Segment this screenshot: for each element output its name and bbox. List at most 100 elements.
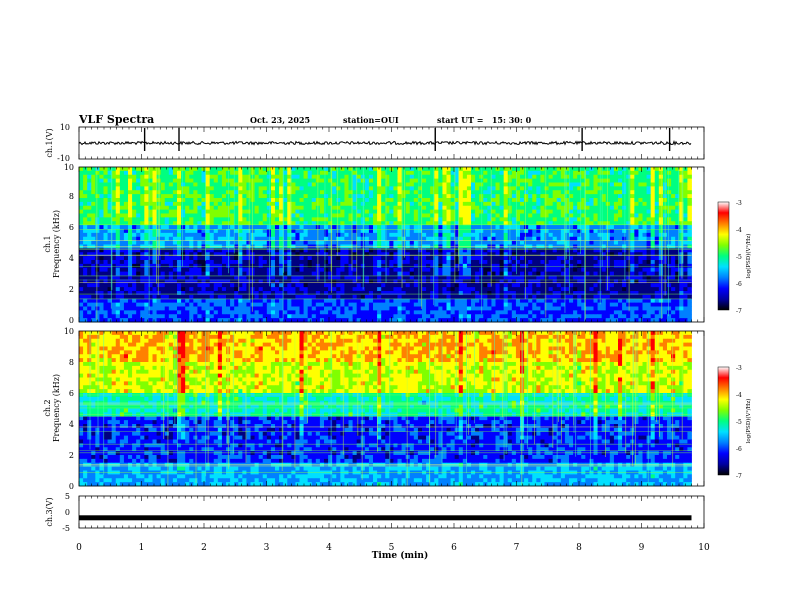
spectrogram-cell (679, 182, 684, 187)
spectrogram-cell (634, 170, 639, 176)
spectrogram-cell (475, 217, 480, 222)
spectrogram-cell (499, 260, 505, 265)
spectrogram-cell (605, 201, 611, 207)
spectrogram-cell (221, 263, 227, 269)
spectrogram-cell (148, 232, 153, 238)
spectrogram-cell (630, 279, 635, 284)
spectrogram-cell (536, 248, 541, 253)
spectrogram-cell (487, 182, 492, 187)
spectrogram-cell (283, 260, 288, 265)
spectrogram-cell (475, 279, 480, 284)
spectrogram-cell (511, 287, 517, 292)
spectrogram-cell (458, 260, 464, 265)
spectrogram-cell (667, 263, 672, 269)
spectrogram-cell (658, 291, 664, 296)
spectrogram-cell (646, 186, 652, 191)
spectrogram-cell (181, 263, 186, 269)
spectrogram-cell (548, 248, 554, 253)
spectrogram-cell (356, 267, 362, 273)
spectrogram-cell (556, 248, 562, 253)
spectrogram-cell (119, 232, 125, 238)
spectrogram-cell (128, 201, 133, 207)
spectrogram-cell (303, 186, 309, 191)
spectrogram-cell (638, 236, 643, 242)
spectrogram-cell (381, 240, 386, 245)
spectrogram-cell (564, 291, 570, 296)
spectrogram-cell (466, 201, 472, 207)
spectrogram-cell (324, 252, 329, 257)
spectrogram-cell (667, 221, 672, 226)
spectrogram-cell (181, 240, 186, 245)
spectrogram-cell (528, 263, 533, 269)
spectrogram-cell (536, 267, 541, 273)
spectrogram-cell (446, 225, 451, 230)
spectrogram-cell (642, 186, 647, 191)
spectrogram-cell (548, 256, 554, 261)
spectrogram-cell (115, 213, 121, 218)
spectrogram-cell (626, 260, 631, 265)
spectrogram-cell (679, 240, 684, 245)
spectrogram-cell (189, 186, 194, 191)
spectrogram-cell (172, 236, 178, 242)
spectrogram-cell (687, 213, 692, 218)
spectrogram-cell (577, 240, 582, 245)
spectrogram-cell (275, 209, 280, 214)
spectrogram-cell (442, 287, 447, 292)
spectrogram-cell (630, 186, 635, 191)
spectrogram-cell (638, 190, 643, 195)
spectrogram-cell (79, 291, 84, 296)
spectrogram-cell (287, 271, 292, 276)
spectrogram-cell (589, 190, 594, 195)
spectrogram-cell (389, 174, 394, 180)
spectrogram-cell (115, 205, 121, 211)
spectrogram-cell (364, 194, 370, 199)
spectrogram-cell (238, 167, 243, 172)
spectrogram-cell (422, 260, 427, 265)
spectrogram-cell (540, 263, 545, 269)
spectrogram-cell (679, 225, 684, 230)
spectrogram-cell (246, 229, 251, 234)
spectrogram-cell (324, 174, 329, 180)
spectrogram-cell (185, 186, 190, 191)
spectrogram-cell (609, 248, 615, 253)
spectrogram-cell (658, 205, 664, 211)
spectrogram-cell (295, 275, 300, 280)
spectrogram-cell (618, 217, 623, 222)
spectrogram-cell (340, 213, 345, 218)
spectrogram-cell (675, 213, 680, 218)
spectrogram-cell (552, 194, 558, 199)
spectrogram-cell (630, 252, 635, 257)
spectrogram-cell (246, 287, 251, 292)
spectrogram-cell (221, 271, 227, 276)
spectrogram-cell (156, 236, 162, 242)
spectrogram-cell (511, 201, 517, 207)
spectrogram-cell (303, 232, 309, 238)
spectrogram-cell (373, 221, 378, 226)
spectrogram-cell (95, 194, 100, 199)
spectrogram-cell (675, 221, 680, 226)
spectrogram-cell (283, 201, 288, 207)
spectrogram-cell (91, 271, 96, 276)
spectrogram-cell (532, 256, 537, 261)
spectrogram-cell (646, 182, 652, 187)
spectrogram-cell (148, 194, 153, 199)
spectrogram-cell (601, 256, 607, 261)
spectrogram-cell (471, 232, 476, 238)
spectrogram-cell (385, 267, 390, 273)
spectrogram-cell (536, 170, 541, 176)
spectrogram-cell (115, 201, 121, 207)
spectrogram-cell (368, 229, 374, 234)
spectrogram-cell (319, 182, 325, 187)
spectrogram-cell (234, 275, 239, 280)
spectrogram-cell (140, 279, 145, 284)
spectrogram-cell (99, 267, 104, 273)
spectrogram-cell (389, 198, 394, 203)
spectrogram-cell (87, 263, 92, 269)
spectrogram-cell (79, 240, 84, 245)
spectrogram-cell (238, 221, 243, 226)
spectrogram-cell (226, 283, 231, 288)
spectrogram-cell (262, 271, 268, 276)
spectrogram-cell (115, 232, 121, 238)
spectrogram-cell (140, 174, 145, 180)
spectrogram-cell (426, 263, 431, 269)
